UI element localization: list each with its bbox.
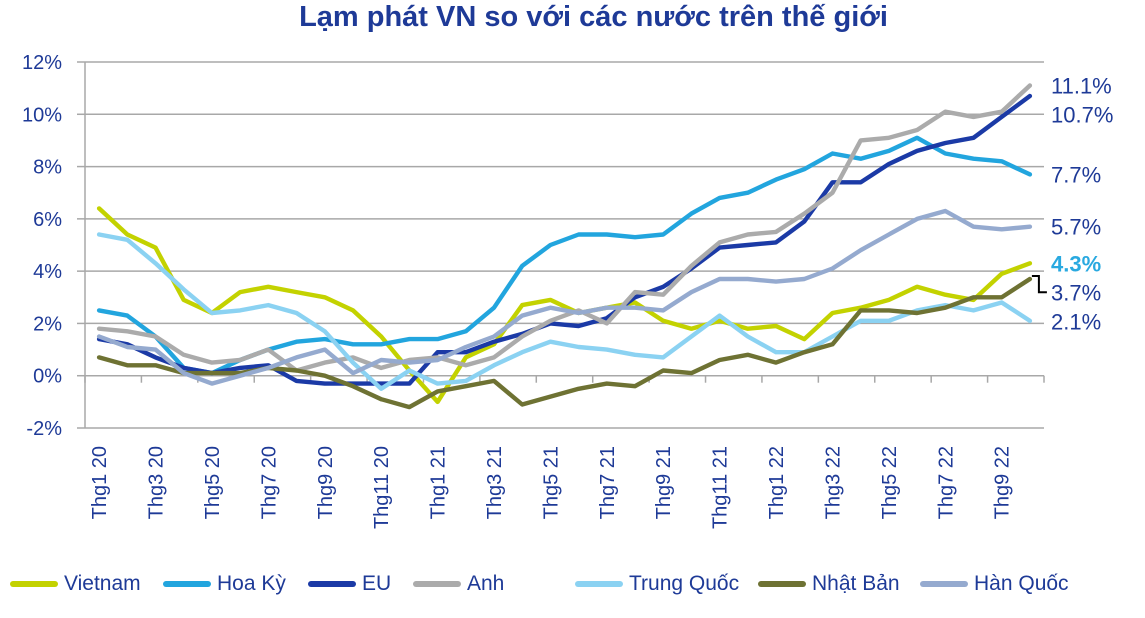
- x-tick-label: Thg1 20: [89, 446, 111, 519]
- legend-item-eu: EU: [308, 569, 391, 599]
- series-line-EU: [96, 93, 1033, 386]
- y-tick-label: 12%: [22, 52, 62, 74]
- legend-swatch-hoa-ky-icon: [163, 581, 211, 587]
- end-label-Hàn Quốc: 5.7%: [1051, 215, 1101, 240]
- end-label-Trung Quốc: 2.1%: [1051, 309, 1101, 334]
- x-tick-label: Thg9 21: [653, 446, 675, 519]
- legend-item-anh: Anh: [413, 569, 504, 599]
- x-tick-label: Thg11 20: [371, 446, 393, 529]
- y-tick-label: 0%: [33, 366, 62, 388]
- series-line-Hàn Quốc: [96, 208, 1033, 386]
- y-tick-label: 2%: [33, 313, 62, 335]
- y-tick-label: 4%: [33, 261, 62, 283]
- legend-label-hoa-ky: Hoa Kỳ: [217, 572, 286, 595]
- legend-item-han-quoc: Hàn Quốc: [920, 569, 1069, 599]
- end-label-Hoa Kỳ: 7.7%: [1051, 162, 1101, 187]
- legend-swatch-vietnam-icon: [10, 581, 58, 587]
- legend-swatch-anh-icon: [413, 581, 461, 587]
- end-label-Nhật Bản: 3.7%: [1051, 280, 1101, 305]
- x-tick-label: Thg5 20: [202, 446, 224, 519]
- legend-label-nhat-ban: Nhật Bản: [812, 572, 900, 595]
- series-line-Hoa Kỳ: [96, 135, 1033, 376]
- series-line-Anh: [96, 83, 1033, 373]
- series-line-Trung Quốc: [96, 232, 1033, 391]
- legend-label-han-quoc: Hàn Quốc: [974, 572, 1069, 595]
- end-label-Vietnam: 4.3%: [1051, 251, 1101, 276]
- end-label-Anh: 11.1%: [1051, 74, 1112, 99]
- legend-swatch-han-quoc-icon: [920, 581, 968, 587]
- x-tick-label: Thg3 22: [822, 446, 844, 519]
- y-tick-label: 8%: [33, 157, 62, 179]
- legend-label-eu: EU: [362, 572, 392, 595]
- legend-label-vietnam: Vietnam: [64, 572, 141, 595]
- end-labels: 11.1% 10.7% 7.7% 5.7% 4.3% 3.7% 2.1%: [1031, 74, 1113, 334]
- x-tick-label: Thg9 22: [992, 446, 1014, 519]
- legend-item-trung-quoc: Trung Quốc: [575, 569, 739, 599]
- x-tick-label: Thg7 22: [935, 446, 957, 519]
- x-tick-label: Thg3 21: [484, 446, 506, 519]
- legend-item-vietnam: Vietnam: [10, 569, 141, 599]
- legend-item-nhat-ban: Nhật Bản: [758, 569, 900, 599]
- series-line-Vietnam: [96, 206, 1033, 405]
- y-tick-label: 10%: [22, 104, 62, 126]
- x-tick-label: Thg1 21: [428, 446, 450, 519]
- y-tick-label: 6%: [33, 209, 62, 231]
- x-tick-labels: Thg1 20 Thg3 20 Thg5 20 Thg7 20 Thg9 20 Thg11…: [89, 446, 1014, 529]
- chart-legend: Vietnam Hoa Kỳ EU Anh Trung Quốc Nhật Bả…: [0, 569, 1145, 599]
- legend-swatch-nhat-ban-icon: [758, 581, 806, 587]
- y-tick-label: -2%: [26, 418, 62, 440]
- x-tick-label: Thg5 21: [540, 446, 562, 519]
- series-lines: [96, 83, 1033, 410]
- x-tick-label: Thg1 22: [766, 446, 788, 519]
- chart-title: Lạm phát VN so với các nước trên thế giớ…: [299, 1, 888, 33]
- x-tick-label: Thg7 20: [258, 446, 280, 519]
- legend-item-hoa-ky: Hoa Kỳ: [163, 569, 286, 599]
- end-label-EU: 10.7%: [1051, 103, 1113, 128]
- y-tick-labels: 12% 10% 8% 6% 4% 2% 0% -2%: [22, 52, 62, 440]
- x-tick-label: Thg3 20: [146, 446, 168, 519]
- x-tick-label: Thg11 21: [710, 446, 732, 529]
- legend-label-trung-quoc: Trung Quốc: [629, 572, 740, 595]
- x-tick-label: Thg9 20: [315, 446, 337, 519]
- leader-line-Nhật Bản: [1031, 274, 1047, 294]
- legend-label-anh: Anh: [467, 572, 505, 595]
- x-tick-label: Thg7 21: [597, 446, 619, 519]
- legend-swatch-eu-icon: [308, 581, 356, 587]
- legend-swatch-trung-quoc-icon: [575, 581, 623, 587]
- y-axis: [77, 61, 86, 429]
- x-tick-label: Thg5 22: [879, 446, 901, 519]
